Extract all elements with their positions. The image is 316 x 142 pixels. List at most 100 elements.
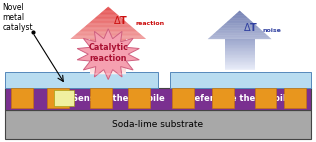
Bar bbox=[225, 54, 255, 55]
Polygon shape bbox=[210, 37, 270, 38]
Polygon shape bbox=[88, 23, 128, 24]
Polygon shape bbox=[91, 20, 125, 21]
Bar bbox=[225, 59, 255, 60]
Polygon shape bbox=[94, 18, 122, 19]
Polygon shape bbox=[213, 34, 267, 35]
Bar bbox=[90, 54, 126, 55]
Text: $\Delta$T: $\Delta$T bbox=[243, 21, 258, 33]
Polygon shape bbox=[78, 32, 138, 33]
Bar bbox=[54, 90, 74, 106]
Polygon shape bbox=[87, 24, 130, 25]
Bar bbox=[225, 64, 255, 65]
Bar bbox=[225, 39, 255, 40]
Bar bbox=[90, 60, 126, 61]
Text: noise: noise bbox=[263, 28, 282, 33]
Bar bbox=[225, 40, 255, 41]
Bar bbox=[225, 50, 255, 51]
Bar bbox=[90, 46, 126, 47]
Bar bbox=[225, 55, 255, 56]
Polygon shape bbox=[216, 31, 264, 32]
Bar bbox=[225, 42, 255, 43]
Text: Catalytic
reaction: Catalytic reaction bbox=[88, 43, 128, 63]
Polygon shape bbox=[208, 38, 271, 39]
Polygon shape bbox=[104, 9, 112, 10]
Bar bbox=[225, 44, 255, 45]
Polygon shape bbox=[212, 35, 268, 36]
Bar bbox=[225, 62, 255, 63]
Bar bbox=[225, 65, 255, 66]
Polygon shape bbox=[86, 25, 131, 26]
Bar bbox=[284, 88, 306, 108]
Bar bbox=[90, 50, 126, 51]
Bar bbox=[225, 51, 255, 52]
Polygon shape bbox=[218, 29, 261, 30]
Polygon shape bbox=[234, 15, 245, 16]
Bar bbox=[225, 43, 255, 44]
Bar bbox=[255, 88, 276, 108]
Bar bbox=[90, 67, 126, 68]
Text: Reference thermopile: Reference thermopile bbox=[188, 94, 291, 103]
Polygon shape bbox=[235, 14, 244, 15]
Bar bbox=[225, 48, 255, 49]
Polygon shape bbox=[76, 33, 140, 34]
Bar bbox=[172, 88, 194, 108]
Polygon shape bbox=[93, 19, 123, 20]
Bar bbox=[90, 88, 112, 108]
Polygon shape bbox=[80, 30, 137, 31]
Polygon shape bbox=[85, 26, 132, 27]
Polygon shape bbox=[84, 27, 133, 28]
Bar bbox=[90, 71, 126, 72]
Bar bbox=[90, 39, 126, 40]
Polygon shape bbox=[71, 37, 145, 38]
Text: Sensing thermopile: Sensing thermopile bbox=[72, 94, 165, 103]
Bar bbox=[90, 49, 126, 50]
Polygon shape bbox=[72, 36, 144, 37]
Bar bbox=[225, 60, 255, 61]
Bar bbox=[90, 45, 126, 46]
Bar bbox=[90, 53, 126, 54]
Bar bbox=[225, 46, 255, 47]
Bar bbox=[90, 57, 126, 58]
Polygon shape bbox=[74, 35, 142, 36]
Bar bbox=[5, 110, 311, 139]
Bar bbox=[90, 47, 126, 48]
Text: $\Delta$T: $\Delta$T bbox=[113, 14, 129, 27]
Polygon shape bbox=[79, 31, 137, 32]
Polygon shape bbox=[224, 24, 256, 25]
Polygon shape bbox=[223, 25, 256, 26]
Polygon shape bbox=[99, 14, 118, 15]
Bar bbox=[90, 64, 126, 65]
Bar bbox=[225, 56, 255, 57]
Bar bbox=[5, 88, 311, 110]
Bar bbox=[225, 66, 255, 67]
Bar bbox=[225, 68, 255, 69]
Bar bbox=[90, 70, 126, 71]
Bar bbox=[90, 73, 126, 74]
Bar bbox=[90, 69, 126, 70]
Bar bbox=[90, 68, 126, 69]
Polygon shape bbox=[227, 21, 252, 22]
Bar bbox=[225, 61, 255, 62]
Text: Soda-lime substrate: Soda-lime substrate bbox=[112, 120, 204, 129]
Bar bbox=[90, 52, 126, 53]
Polygon shape bbox=[77, 29, 139, 80]
Polygon shape bbox=[70, 38, 146, 39]
Bar bbox=[225, 45, 255, 46]
Polygon shape bbox=[228, 20, 251, 21]
Polygon shape bbox=[238, 11, 241, 12]
Bar bbox=[225, 63, 255, 64]
Bar bbox=[90, 55, 126, 56]
Bar bbox=[90, 72, 126, 73]
Polygon shape bbox=[237, 12, 242, 13]
Polygon shape bbox=[104, 10, 113, 11]
Polygon shape bbox=[95, 17, 121, 18]
Bar bbox=[90, 48, 126, 49]
Bar bbox=[90, 41, 126, 42]
Polygon shape bbox=[236, 13, 244, 14]
Polygon shape bbox=[217, 30, 262, 31]
Polygon shape bbox=[221, 26, 258, 27]
Polygon shape bbox=[224, 23, 255, 24]
Bar bbox=[90, 66, 126, 67]
Bar bbox=[11, 88, 33, 108]
Polygon shape bbox=[233, 16, 247, 17]
